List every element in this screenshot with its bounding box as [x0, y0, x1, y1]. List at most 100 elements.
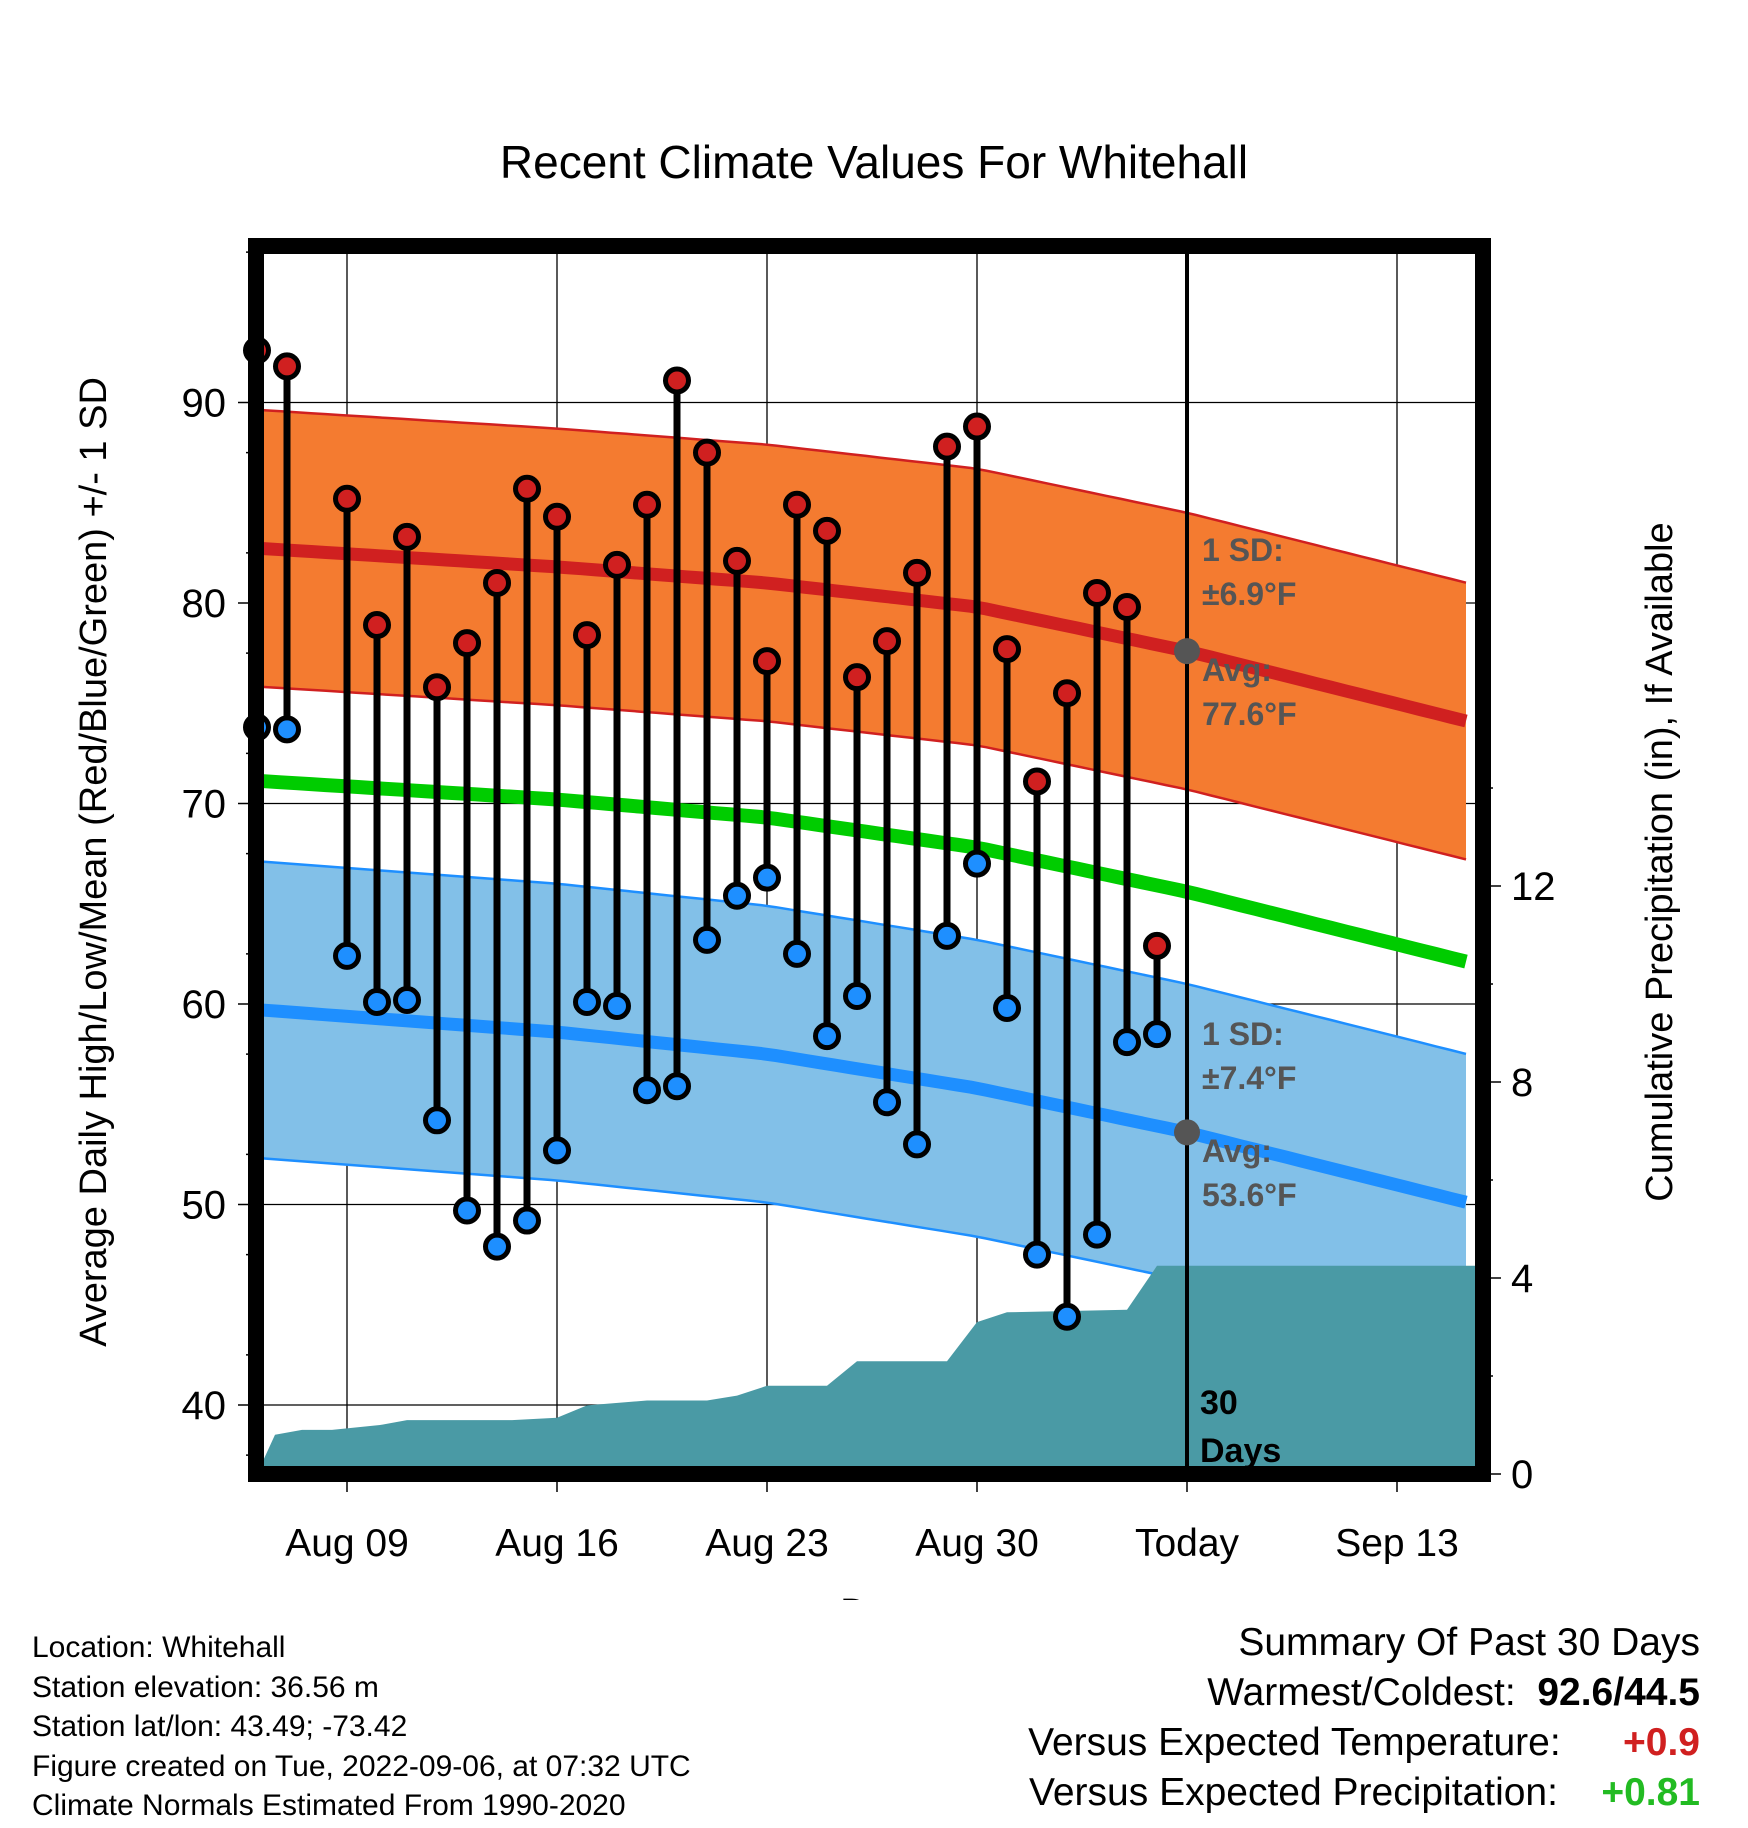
daily-high-point	[903, 558, 931, 587]
y-tick-label: 80	[182, 582, 227, 626]
daily-high-point	[273, 352, 301, 381]
daily-low-point	[1113, 1028, 1141, 1057]
daily-low-point	[723, 881, 751, 910]
summary-heading: Summary Of Past 30 Days	[1238, 1621, 1700, 1664]
daily-high-point	[1053, 679, 1081, 708]
normal-low-line	[256, 1002, 1468, 1209]
warmest-value: 92.6/44.5	[1537, 1671, 1700, 1714]
summary-precip-row: Versus Expected Precipitation: +0.81	[1028, 1768, 1700, 1818]
daily-low-point	[843, 981, 871, 1010]
plot-frame	[248, 238, 1491, 1482]
x-tick-label: Today	[1135, 1522, 1240, 1565]
station-info: Location: Whitehall Station elevation: 3…	[32, 1628, 691, 1826]
daily-high-point	[693, 438, 721, 467]
daily-low-point	[333, 941, 361, 970]
daily-low-point	[633, 1076, 661, 1105]
daily-high-point	[483, 568, 511, 597]
y2-axis-label: Cumulative Precipitation (in), If Availa…	[1639, 522, 1681, 1201]
daily-high-point	[1083, 578, 1111, 607]
elevation-text: Station elevation: 36.56 m	[32, 1670, 379, 1704]
daily-high-point	[333, 484, 361, 513]
daily-high-point	[633, 490, 661, 519]
daily-low-point	[783, 939, 811, 968]
chart-title: Recent Climate Values For Whitehall	[500, 136, 1248, 188]
y-tick-label: 70	[182, 783, 227, 827]
daily-high-point	[453, 629, 481, 658]
low-sd-label: 1 SD:	[1202, 1016, 1284, 1052]
daily-low-point	[513, 1206, 541, 1235]
daily-high-point	[663, 366, 691, 395]
daily-low-point	[573, 987, 601, 1016]
daily-low-point	[753, 863, 781, 892]
daily-low-point	[273, 715, 301, 744]
daily-high-point	[1113, 593, 1141, 622]
summary-warmest-row: Warmest/Coldest: 92.6/44.5	[1028, 1668, 1700, 1718]
today-days-label-line1: 30	[1200, 1384, 1238, 1422]
daily-high-point	[603, 550, 631, 579]
daily-low-point	[603, 992, 631, 1021]
daily-low-point	[693, 925, 721, 954]
today-low-avg-marker	[1174, 1119, 1200, 1146]
daily-low-point	[1023, 1240, 1051, 1269]
x-tick-label: Aug 23	[705, 1522, 829, 1565]
daily-high-point	[963, 412, 991, 441]
daily-high-point	[513, 474, 541, 503]
x-tick-label: Sep 13	[1335, 1522, 1459, 1565]
daily-low-point	[543, 1136, 571, 1165]
summary-temp-row: Versus Expected Temperature: +0.9	[1028, 1718, 1700, 1768]
daily-low-point	[453, 1196, 481, 1225]
y-tick-label: 60	[182, 983, 227, 1027]
high-avg-value: 77.6°F	[1202, 696, 1297, 732]
daily-low-point	[813, 1022, 841, 1051]
normal-mean-line	[256, 773, 1468, 969]
daily-low-point	[963, 849, 991, 878]
y-tick-label: 50	[182, 1184, 227, 1228]
daily-low-point	[363, 987, 391, 1016]
y2-tick-label: 4	[1511, 1257, 1533, 1301]
daily-low-point	[1143, 1020, 1171, 1049]
daily-low-point	[903, 1130, 931, 1159]
daily-high-point	[873, 627, 901, 656]
daily-high-point	[573, 621, 601, 650]
summary-panel: Summary Of Past 30 Days Warmest/Coldest:…	[1028, 1618, 1700, 1818]
daily-high-point	[363, 611, 391, 640]
y2-tick-label: 0	[1511, 1453, 1533, 1497]
today-high-avg-marker	[1174, 638, 1200, 665]
daily-low-point	[663, 1072, 691, 1101]
daily-low-point	[993, 994, 1021, 1023]
low-sd-upper-edge	[256, 859, 1467, 1056]
precip-label: Versus Expected Precipitation:	[1029, 1771, 1558, 1814]
high-avg-label: Avg:	[1202, 652, 1272, 688]
climate-chart: Recent Climate Values For Whitehall 1 SD…	[73, 136, 1681, 1600]
low-avg-label: Avg:	[1202, 1133, 1272, 1169]
daily-low-point	[393, 985, 421, 1014]
y2-tick-label: 12	[1511, 865, 1556, 909]
daily-high-point	[723, 546, 751, 575]
warmest-label: Warmest/Coldest:	[1207, 1671, 1516, 1714]
daily-low-point	[933, 921, 961, 950]
daily-high-point	[543, 502, 571, 531]
precipitation-area	[257, 1265, 1475, 1474]
daily-high-point	[753, 647, 781, 676]
precip-value: +0.81	[1601, 1771, 1700, 1814]
daily-low-point	[423, 1106, 451, 1135]
daily-low-point	[483, 1232, 511, 1261]
x-tick-label: Aug 30	[915, 1522, 1039, 1565]
low-avg-value: 53.6°F	[1202, 1177, 1297, 1213]
daily-high-point	[783, 490, 811, 519]
temp-value: +0.9	[1623, 1721, 1700, 1764]
normal-high-line	[256, 541, 1468, 728]
daily-high-point	[423, 673, 451, 702]
daily-high-point	[393, 522, 421, 551]
x-axis-label: Day	[840, 1592, 908, 1600]
location-text: Location: Whitehall	[32, 1631, 286, 1664]
high-sd-value: ±6.9°F	[1202, 576, 1296, 612]
daily-high-point	[1023, 767, 1051, 796]
daily-high-point	[1143, 931, 1171, 960]
daily-low-point	[873, 1088, 901, 1117]
high-sd-upper-edge	[256, 408, 1467, 584]
daily-high-point	[933, 432, 961, 461]
normals-text: Climate Normals Estimated From 1990-2020	[32, 1789, 626, 1822]
x-tick-label: Aug 16	[495, 1522, 619, 1565]
latlon-text: Station lat/lon: 43.49; -73.42	[32, 1710, 408, 1743]
